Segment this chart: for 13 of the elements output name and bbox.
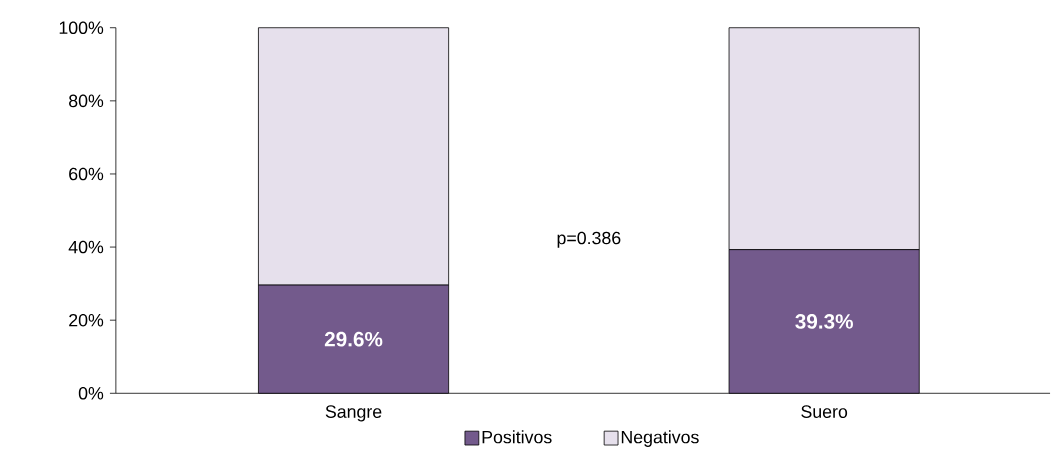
x-tick-label: Sangre bbox=[325, 405, 382, 422]
data-label: 29.6% bbox=[324, 332, 383, 347]
y-tick-label: 60% bbox=[69, 167, 104, 181]
y-tick-label: 20% bbox=[69, 314, 104, 327]
y-tick-label: 80% bbox=[69, 94, 104, 108]
legend-label: Negativos bbox=[621, 430, 699, 448]
annotation: p=0.386 bbox=[557, 231, 621, 249]
data-label: 39.3% bbox=[795, 314, 853, 330]
legend-label: Positivos bbox=[482, 430, 552, 444]
y-tick-label: 100% bbox=[59, 21, 104, 35]
x-tick-label: Suero bbox=[801, 405, 848, 419]
y-tick-label: 0% bbox=[78, 387, 104, 400]
y-tick-label: 40% bbox=[68, 241, 104, 254]
